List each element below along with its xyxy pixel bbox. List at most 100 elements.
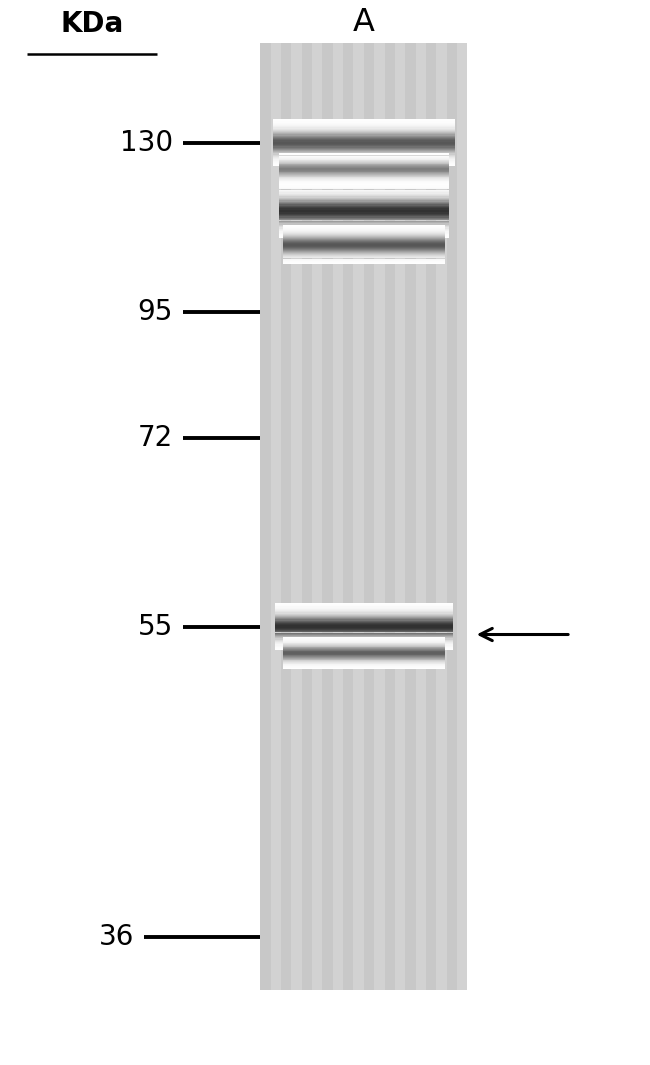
Bar xyxy=(436,44,447,990)
Bar xyxy=(447,44,457,990)
Bar xyxy=(275,609,453,610)
Bar xyxy=(279,222,448,224)
Bar xyxy=(364,44,374,990)
Bar xyxy=(273,140,455,141)
Bar xyxy=(275,634,453,635)
Bar xyxy=(273,164,455,165)
Bar xyxy=(273,122,455,124)
Bar xyxy=(279,206,448,207)
Bar xyxy=(273,157,455,159)
Bar xyxy=(322,44,333,990)
Text: 130: 130 xyxy=(120,129,173,158)
Bar xyxy=(273,155,455,157)
Bar xyxy=(279,195,448,196)
Bar xyxy=(275,650,453,651)
Bar xyxy=(275,645,453,646)
Bar xyxy=(275,610,453,611)
Text: 55: 55 xyxy=(138,613,173,641)
Bar xyxy=(291,44,302,990)
Bar xyxy=(279,236,448,237)
Bar xyxy=(273,138,455,140)
Bar xyxy=(279,198,448,199)
Bar xyxy=(275,611,453,612)
Bar xyxy=(273,137,455,138)
Bar xyxy=(273,165,455,166)
Bar xyxy=(275,637,453,638)
Bar xyxy=(279,186,448,189)
Bar xyxy=(279,229,448,230)
Bar xyxy=(273,135,455,136)
Text: KDa: KDa xyxy=(60,11,124,38)
Bar xyxy=(273,141,455,142)
Bar xyxy=(275,629,453,630)
Bar xyxy=(279,199,448,200)
Bar xyxy=(279,226,448,227)
Bar xyxy=(279,215,448,216)
Bar xyxy=(279,210,448,211)
Bar xyxy=(279,214,448,215)
Bar xyxy=(275,622,453,623)
Bar xyxy=(279,189,448,190)
Bar xyxy=(279,232,448,234)
Bar xyxy=(275,617,453,619)
Text: 72: 72 xyxy=(138,424,173,452)
Bar xyxy=(275,603,453,604)
Bar xyxy=(273,162,455,163)
Bar xyxy=(275,632,453,633)
Bar xyxy=(457,44,467,990)
Bar xyxy=(273,146,455,148)
Bar xyxy=(279,231,448,232)
Bar xyxy=(275,620,453,621)
Bar xyxy=(275,630,453,632)
Bar xyxy=(302,44,312,990)
Bar xyxy=(279,209,448,210)
Bar xyxy=(273,134,455,135)
Bar xyxy=(260,44,270,990)
Bar xyxy=(273,129,455,130)
Bar xyxy=(275,605,453,606)
Bar xyxy=(275,623,453,624)
Bar xyxy=(273,143,455,144)
Bar xyxy=(273,125,455,126)
Bar xyxy=(279,218,448,219)
Bar xyxy=(273,150,455,151)
Bar xyxy=(279,191,448,192)
Bar xyxy=(275,615,453,616)
Bar xyxy=(275,641,453,642)
Bar xyxy=(273,128,455,129)
Bar xyxy=(426,44,436,990)
Bar xyxy=(275,604,453,605)
Bar xyxy=(273,160,455,161)
Bar xyxy=(279,192,448,194)
Bar xyxy=(279,203,448,204)
Bar xyxy=(279,196,448,197)
Bar xyxy=(273,120,455,121)
Bar xyxy=(275,644,453,645)
Bar xyxy=(273,149,455,150)
Bar xyxy=(273,153,455,154)
Bar xyxy=(275,621,453,622)
Bar xyxy=(279,219,448,220)
Bar xyxy=(275,619,453,620)
Bar xyxy=(279,204,448,206)
Bar xyxy=(273,163,455,164)
Bar xyxy=(279,230,448,231)
Bar xyxy=(275,638,453,640)
Bar xyxy=(273,161,455,162)
Bar xyxy=(273,145,455,146)
Bar xyxy=(275,606,453,607)
Bar xyxy=(273,131,455,132)
Bar xyxy=(279,194,448,195)
Bar xyxy=(279,207,448,209)
Bar xyxy=(275,613,453,615)
Bar xyxy=(273,142,455,143)
Bar xyxy=(260,44,467,990)
Bar xyxy=(273,121,455,122)
Bar xyxy=(279,220,448,222)
Bar xyxy=(279,225,448,226)
Bar xyxy=(405,44,415,990)
Bar xyxy=(273,151,455,152)
Bar xyxy=(273,154,455,155)
Bar xyxy=(374,44,385,990)
Bar xyxy=(279,224,448,225)
